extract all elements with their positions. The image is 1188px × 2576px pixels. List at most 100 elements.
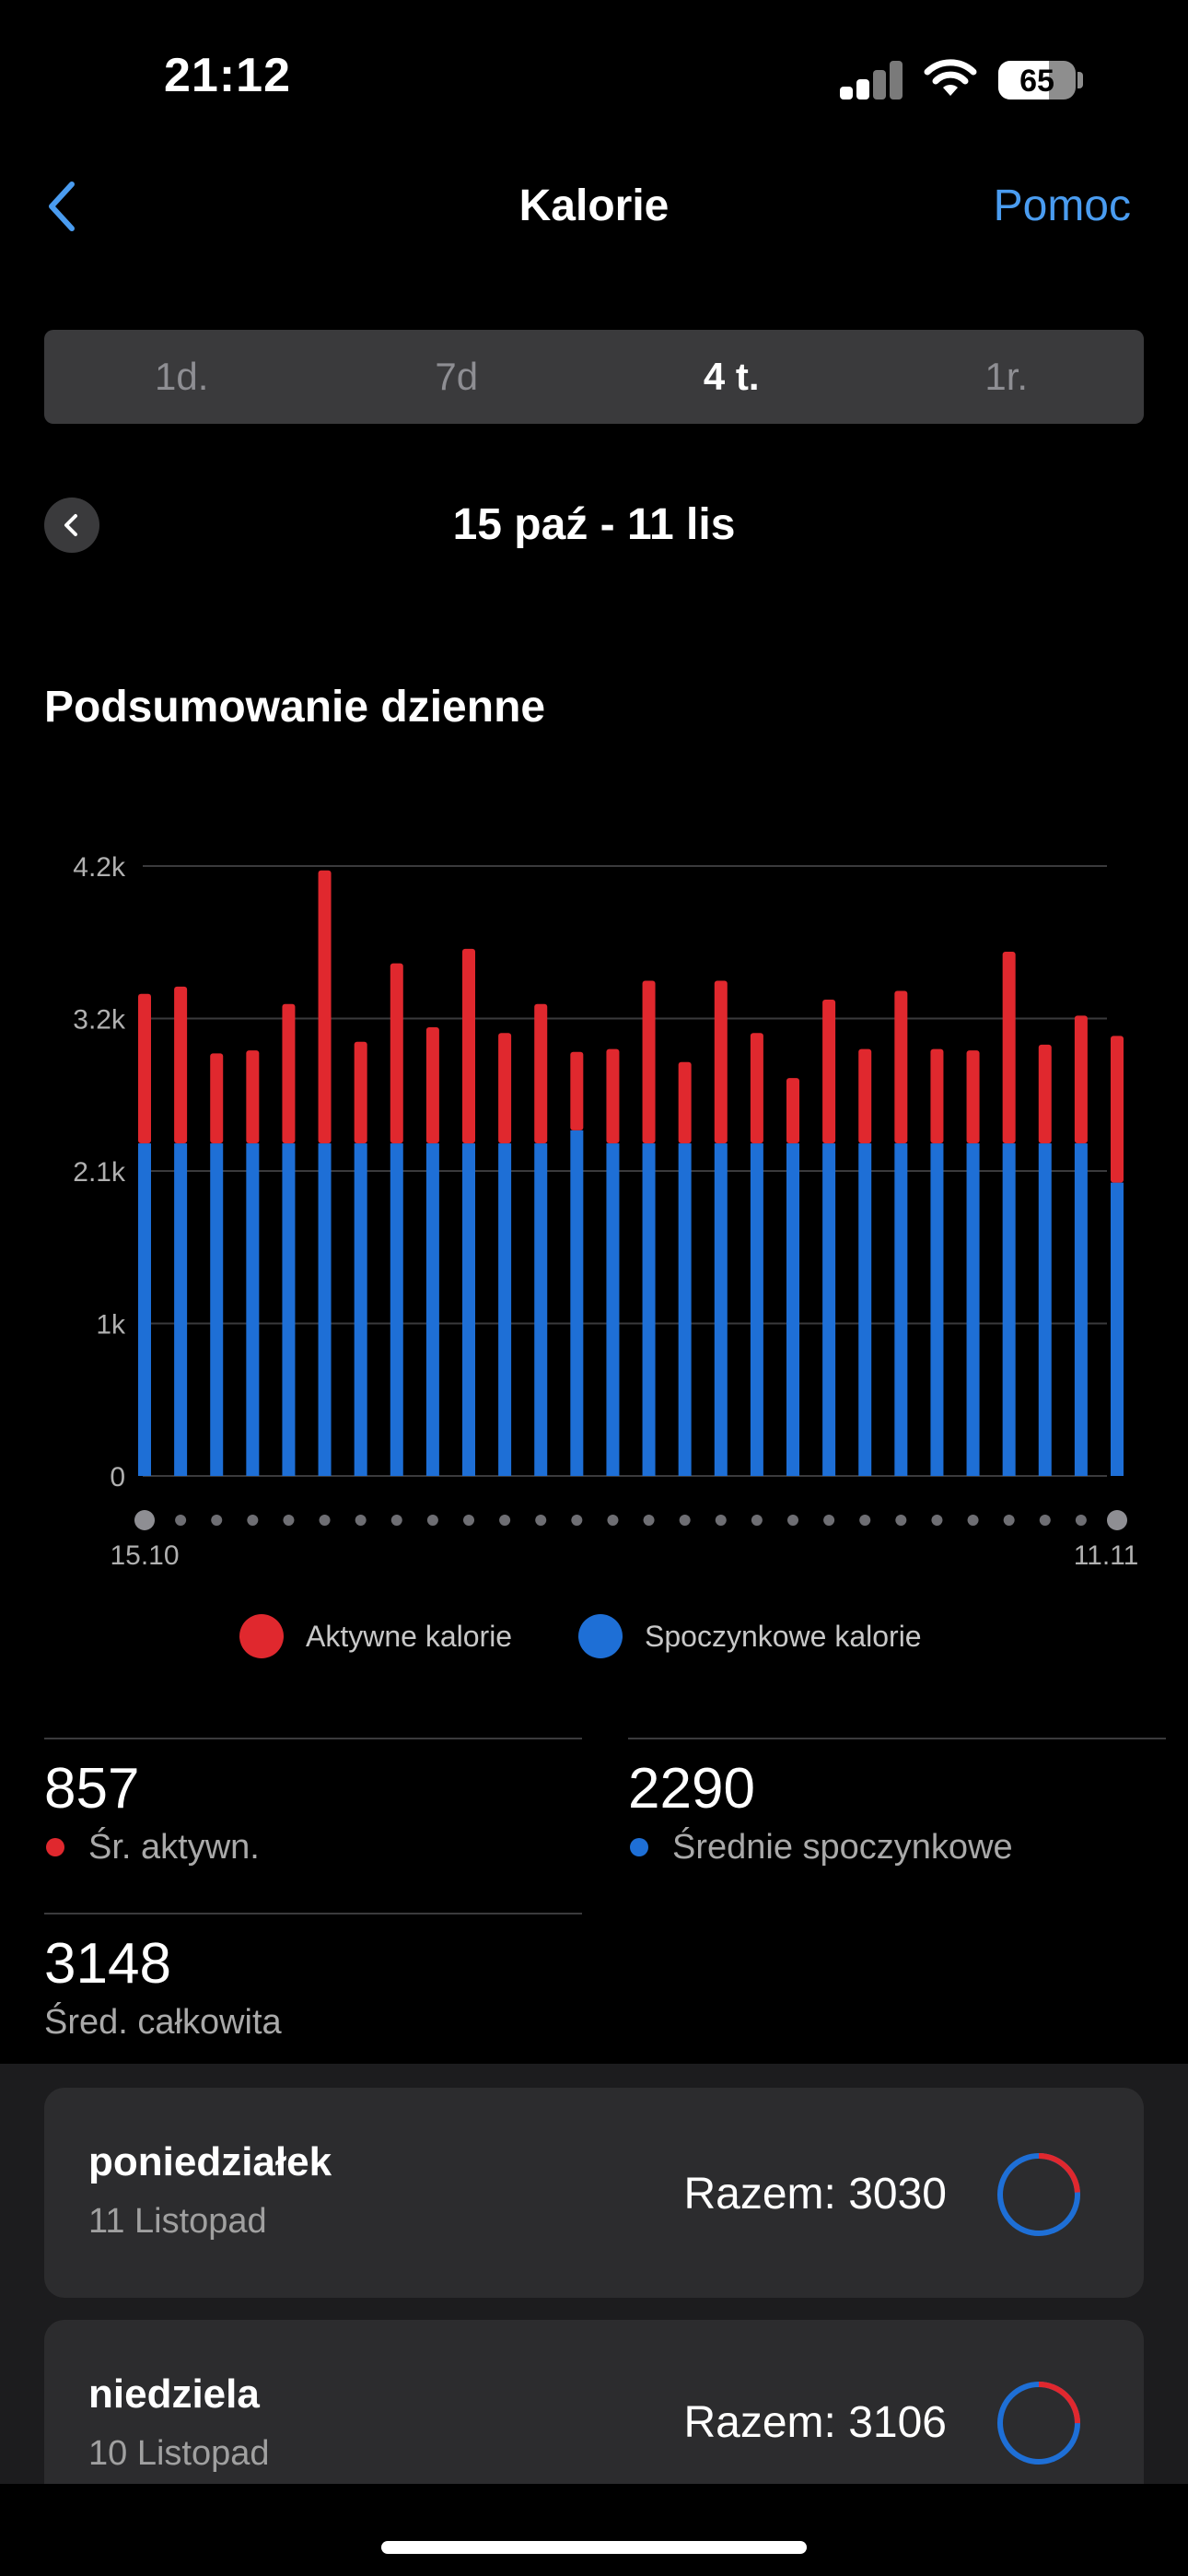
resting-calories-bar	[1111, 1182, 1124, 1476]
x-day-dot	[247, 1515, 259, 1526]
avg-resting-label: Średnie spoczynkowe	[672, 1828, 1013, 1867]
back-button[interactable]	[44, 177, 81, 236]
active-calories-bar	[174, 986, 188, 1144]
active-calories-bar	[678, 1061, 692, 1144]
wifi-icon	[924, 59, 977, 96]
page-title: Kalorie	[518, 181, 670, 230]
active-calories-bar	[318, 870, 332, 1144]
resting-calories-bar	[354, 1143, 367, 1476]
day-date: 11 Listopad	[88, 2202, 267, 2241]
y-tick-label: 2.1k	[73, 1157, 126, 1188]
active-calories-bar	[750, 1033, 763, 1144]
period-segmented-control: 1d. 7d 4 t. 1r.	[44, 330, 1144, 424]
active-calories-bar	[1038, 1044, 1052, 1144]
segment-4-weeks[interactable]: 4 t.	[703, 355, 760, 398]
x-day-dot	[211, 1515, 223, 1526]
home-indicator[interactable]	[381, 2541, 807, 2554]
resting-calories-bar	[318, 1143, 332, 1476]
x-day-dot	[283, 1515, 295, 1526]
x-day-dot	[571, 1515, 583, 1526]
day-name: niedziela	[88, 2371, 260, 2417]
x-day-dot	[175, 1515, 187, 1526]
battery-icon: 65	[998, 61, 1076, 100]
legend-resting-dot	[578, 1614, 623, 1658]
resting-calories-bar	[390, 1143, 403, 1476]
active-calories-bar	[390, 963, 403, 1144]
active-calories-bar	[1074, 1015, 1088, 1144]
battery-nub	[1077, 72, 1083, 88]
active-calories-bar	[282, 1003, 296, 1144]
resting-calories-bar	[534, 1143, 548, 1476]
day-total: Razem: 3106	[683, 2398, 948, 2447]
x-day-dot	[751, 1515, 763, 1526]
x-day-dot	[535, 1515, 547, 1526]
resting-calories-bar	[1038, 1143, 1052, 1476]
active-calories-bar	[138, 993, 151, 1144]
x-day-dot	[1039, 1515, 1051, 1526]
help-link[interactable]: Pomoc	[993, 181, 1131, 230]
x-day-dot	[134, 1510, 155, 1530]
segment-7-days[interactable]: 7d	[435, 355, 479, 398]
x-day-dot	[355, 1515, 367, 1526]
date-range-label: 15 paź - 11 lis	[452, 500, 736, 549]
x-day-dot	[787, 1515, 798, 1526]
resting-calories-bar	[642, 1143, 656, 1476]
ring-active-segment	[997, 2382, 1080, 2465]
active-calories-bar	[354, 1041, 367, 1144]
resting-calories-bar	[425, 1143, 439, 1476]
x-day-dot	[643, 1515, 655, 1526]
segment-1-year[interactable]: 1r.	[984, 355, 1029, 398]
resting-calories-bar	[138, 1143, 151, 1476]
x-day-dot	[319, 1515, 331, 1526]
legend-active-label: Aktywne kalorie	[306, 1620, 513, 1653]
active-calories-bar	[894, 990, 908, 1144]
x-day-dot	[499, 1515, 511, 1526]
x-day-dot	[931, 1515, 943, 1526]
active-calories-bar	[1111, 1036, 1124, 1183]
active-calories-bar	[822, 1000, 836, 1144]
avg-total-label: Śred. całkowita	[44, 2003, 282, 2042]
resting-calories-bar	[1074, 1143, 1088, 1476]
x-day-dot	[1003, 1515, 1015, 1526]
active-calories-bar	[930, 1048, 944, 1144]
x-day-dot	[679, 1515, 691, 1526]
resting-calories-bar	[1002, 1143, 1016, 1476]
bottom-safe-area	[0, 2484, 1188, 2576]
x-start-label: 15.10	[110, 1540, 179, 1571]
previous-range-button[interactable]	[44, 498, 99, 553]
active-calories-bar	[462, 948, 475, 1144]
day-name: poniedziałek	[88, 2139, 332, 2184]
active-calories-bar	[246, 1050, 260, 1144]
y-tick-label: 3.2k	[73, 1005, 126, 1036]
resting-calories-bar	[174, 1143, 188, 1476]
y-tick-label: 0	[110, 1462, 125, 1493]
x-end-label: 11.11	[1074, 1540, 1139, 1571]
daily-list: poniedziałek 11 Listopad Razem: 3030 nie…	[0, 2064, 1188, 2484]
ring-active-segment	[997, 2153, 1080, 2236]
chevron-left-icon	[64, 514, 77, 536]
active-calories-bar	[642, 980, 656, 1144]
divider	[628, 1738, 1166, 1739]
x-day-dot	[607, 1515, 619, 1526]
calorie-chart: 0 1k 2.1k 3.2k 4.2k 15.10 11.11	[73, 852, 1139, 1571]
resting-calories-bar	[678, 1143, 692, 1476]
day-card[interactable]: poniedziałek 11 Listopad Razem: 3030	[44, 2088, 1144, 2298]
resting-calories-bar	[714, 1143, 728, 1476]
battery-level: 65	[1019, 64, 1054, 99]
day-total: Razem: 3030	[683, 2170, 948, 2219]
day-card[interactable]: niedziela 10 Listopad Razem: 3106	[44, 2320, 1144, 2484]
status-time: 21:12	[164, 49, 291, 102]
segment-1-day[interactable]: 1d.	[155, 355, 209, 398]
active-calories-bar	[210, 1053, 224, 1144]
avg-active-value: 857	[44, 1757, 140, 1821]
active-calories-bar	[606, 1048, 620, 1144]
active-calories-bar	[714, 980, 728, 1144]
y-tick-label: 1k	[96, 1310, 126, 1341]
active-calories-bar	[425, 1026, 439, 1144]
cellular-signal-icon	[840, 61, 903, 100]
x-day-dot	[895, 1515, 907, 1526]
calorie-ring-icon	[997, 2153, 1080, 2236]
active-calories-bar	[534, 1003, 548, 1144]
resting-calories-bar	[282, 1143, 296, 1476]
x-day-dot	[823, 1515, 835, 1526]
